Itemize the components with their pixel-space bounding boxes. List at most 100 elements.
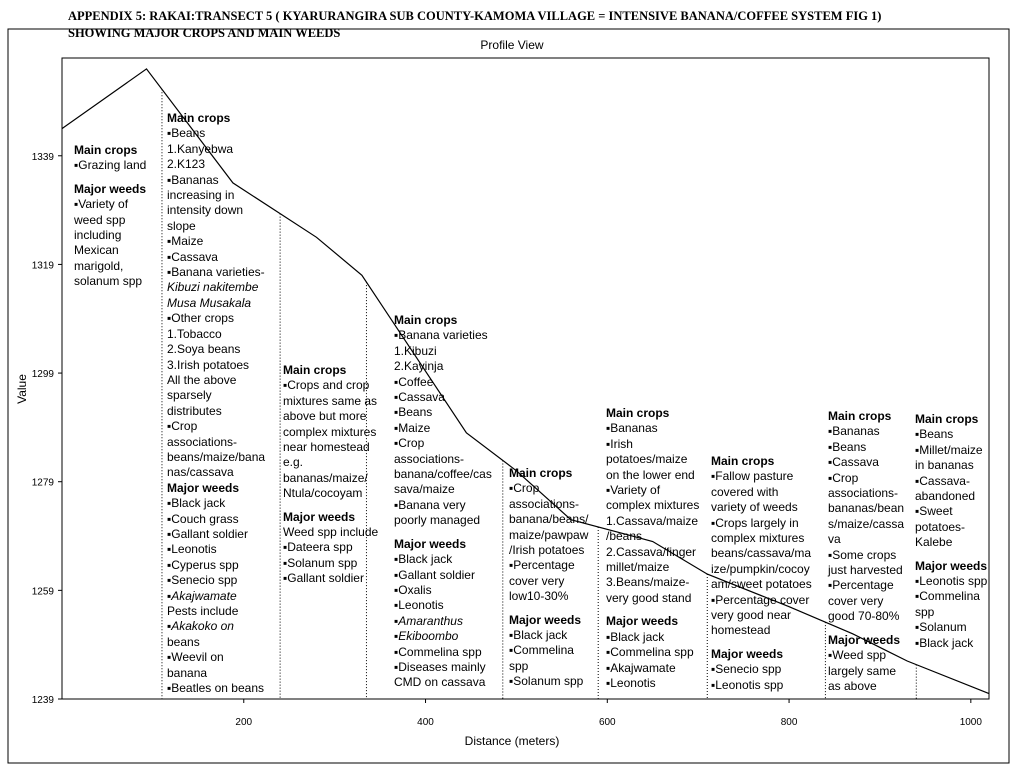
section-gap (509, 605, 588, 613)
note-line: ▪Weevil on (167, 650, 224, 665)
note-line: increasing in (167, 188, 235, 203)
note-line: ▪Percentage (828, 578, 894, 593)
chart-title: Profile View (480, 38, 543, 52)
note-line: 1.Tobacco (167, 326, 222, 341)
note-line: very good stand (606, 590, 692, 605)
profile-line (61, 68, 990, 695)
note-line: maize/pawpaw (509, 527, 589, 542)
note-line: homestead (711, 623, 771, 638)
note-line: associations- (828, 486, 899, 501)
note-line: Kalebe (915, 535, 953, 550)
section-heading: Main crops (509, 466, 573, 480)
note-line: ▪Banana very (394, 497, 466, 512)
section-heading: Major weeds (606, 614, 679, 629)
section-heading: Major weeds (915, 558, 988, 573)
note-line: beans/cassava/ma (711, 546, 812, 561)
note-line: banana (167, 665, 208, 680)
note-line: ▪Akajwamate (167, 588, 237, 603)
note-line: as above (828, 678, 877, 693)
x-axis-label: Distance (meters) (465, 734, 560, 748)
note-line: associations- (394, 451, 465, 466)
note-line: low10-30% (509, 589, 569, 604)
note-line: ▪Gallant soldier (283, 571, 364, 586)
section-gap (74, 174, 146, 182)
note-line: 3.Irish potatoes (167, 357, 250, 372)
x-tick-label: 400 (417, 717, 434, 728)
note-line: s/maize/cassa (828, 516, 905, 531)
note-line: ▪Beans (394, 405, 433, 420)
note-line: associations- (167, 434, 238, 449)
zone-3-notes: Main crops ▪Crops and crop mixtures same a… (283, 363, 378, 587)
y-tick-label: 1279 (32, 478, 55, 489)
note-line: ▪Bananas (606, 421, 658, 436)
note-line: Pests include (167, 604, 239, 618)
note-line: ▪Ekiboombo (394, 629, 459, 644)
note-line: ▪Couch grass (167, 511, 239, 526)
note-line: ▪Leonotis spp (711, 677, 784, 692)
section-heading: Main crops (606, 406, 670, 420)
section-heading: Major weeds (711, 646, 784, 661)
note-line: va (828, 532, 841, 547)
note-line: 2.Soya beans (167, 342, 241, 357)
note-line: sparsely (167, 388, 212, 403)
note-line: ▪Cassava- (915, 473, 970, 488)
note-line: complex mixtures (283, 424, 377, 439)
note-line: poorly managed (394, 513, 481, 528)
note-line: Weed spp include (283, 525, 379, 540)
note-line: ▪Crops largely in (711, 515, 799, 530)
note-line: ▪Bananas (167, 172, 219, 187)
note-line: 2.Kayinja (394, 359, 444, 374)
note-line: ▪Millet/maize (915, 442, 983, 457)
note-line: ▪Leonotis (167, 542, 217, 557)
note-line: ▪Commelina (915, 589, 980, 604)
note-line: ▪Solanum (915, 620, 967, 635)
plot-area (61, 57, 990, 700)
note-line: ▪Commelina (509, 643, 574, 658)
note-line: 3.Beans/maize- (606, 575, 690, 590)
note-line: ▪Beatles on beans (167, 681, 264, 696)
note-line: 2.Cassava/finger (606, 544, 697, 559)
note-line: ▪Bananas (828, 424, 880, 439)
note-line: ▪Percentage (509, 558, 575, 573)
note-line: ▪Leonotis (606, 675, 656, 690)
chart-frame (7, 28, 1010, 764)
note-line: ▪Percentage cover (711, 592, 810, 607)
note-line: ▪Beans (915, 427, 954, 442)
note-line: e.g. (283, 455, 304, 470)
note-line: ▪Dateera spp (283, 540, 353, 555)
note-line: on the lower end (606, 467, 695, 482)
section-gap (283, 502, 378, 510)
note-line: ▪Crop (509, 481, 540, 496)
section-heading: Main crops (74, 143, 138, 157)
note-line: ▪Cyperus spp (167, 557, 239, 572)
note-line: beans/maize/bana (167, 449, 266, 464)
note-line: 1.Kanyebwa (167, 141, 234, 156)
section-heading: Major weeds (828, 632, 901, 647)
note-line: nas/cassava (167, 465, 234, 480)
note-line: am/sweet potatoes (711, 577, 812, 592)
note-line: potatoes- (915, 519, 966, 534)
note-line: ▪Black jack (167, 496, 226, 511)
note-line: including (74, 228, 122, 243)
note-line: ▪Some crops (828, 547, 897, 562)
note-line: Kibuzi nakitembe (167, 280, 259, 295)
note-line: ▪Diseases mainly (394, 659, 486, 674)
note-line: ▪Fallow pasture (711, 469, 794, 484)
note-line: ▪Other crops (167, 311, 234, 326)
note-line: near homestead (283, 440, 370, 455)
note-line: ▪Black jack (606, 629, 665, 644)
note-line: ▪Leonotis (394, 598, 444, 613)
x-tick-label: 200 (235, 717, 252, 728)
note-line: ▪Variety of (74, 197, 129, 212)
section-heading: Main crops (283, 363, 347, 377)
note-line: ▪Weed spp (828, 648, 887, 663)
note-line: 1.Cassava/maize (606, 513, 699, 528)
note-line: intensity down (167, 203, 244, 218)
note-line: just harvested (828, 563, 903, 578)
note-line: 2.K123 (167, 157, 206, 172)
note-line: ▪Sweet (915, 504, 953, 519)
section-heading: Major weeds (394, 536, 467, 551)
note-line: spp (915, 604, 935, 619)
section-heading: Main crops (828, 409, 892, 423)
zone-9-notes: Main crops ▪Beans ▪Millet/maize in bananas ▪… (915, 412, 987, 651)
